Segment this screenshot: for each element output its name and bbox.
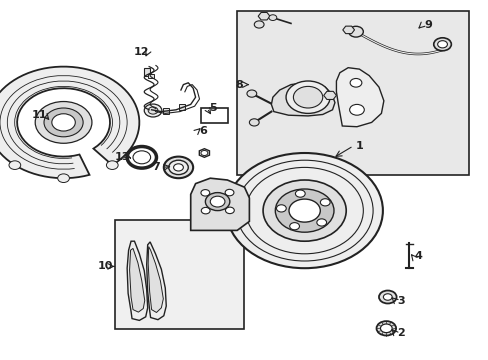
Bar bbox=[237, 11, 468, 175]
Text: 11: 11 bbox=[31, 110, 47, 120]
Polygon shape bbox=[0, 67, 139, 178]
Circle shape bbox=[380, 324, 391, 333]
Text: 13: 13 bbox=[114, 152, 130, 162]
Circle shape bbox=[437, 41, 447, 48]
Bar bbox=[163, 108, 169, 114]
Circle shape bbox=[289, 222, 299, 230]
Circle shape bbox=[106, 161, 118, 170]
Text: 3: 3 bbox=[396, 296, 404, 306]
Circle shape bbox=[201, 207, 210, 214]
Circle shape bbox=[320, 199, 329, 206]
Circle shape bbox=[144, 104, 162, 117]
Circle shape bbox=[201, 150, 207, 156]
Circle shape bbox=[349, 104, 364, 115]
Bar bbox=[201, 108, 228, 123]
Text: 6: 6 bbox=[199, 126, 206, 136]
Text: 2: 2 bbox=[396, 328, 404, 338]
Circle shape bbox=[254, 21, 264, 28]
Polygon shape bbox=[146, 242, 166, 320]
Circle shape bbox=[173, 164, 183, 171]
Circle shape bbox=[433, 38, 450, 51]
Circle shape bbox=[285, 81, 329, 113]
Circle shape bbox=[276, 205, 285, 212]
Text: 12: 12 bbox=[134, 47, 149, 57]
Polygon shape bbox=[199, 149, 209, 157]
Circle shape bbox=[9, 161, 20, 170]
Bar bbox=[179, 104, 184, 110]
Polygon shape bbox=[148, 247, 163, 312]
Circle shape bbox=[205, 193, 229, 211]
Circle shape bbox=[295, 190, 305, 197]
Polygon shape bbox=[258, 13, 269, 20]
Circle shape bbox=[225, 207, 234, 213]
Text: 8: 8 bbox=[235, 80, 243, 90]
Text: 9: 9 bbox=[423, 20, 431, 30]
Polygon shape bbox=[342, 26, 354, 33]
Circle shape bbox=[275, 189, 333, 232]
Circle shape bbox=[168, 160, 188, 175]
Circle shape bbox=[249, 119, 259, 126]
Circle shape bbox=[349, 78, 361, 87]
Bar bbox=[144, 68, 150, 76]
Circle shape bbox=[224, 189, 233, 196]
Circle shape bbox=[263, 180, 346, 241]
Text: 7: 7 bbox=[152, 162, 160, 172]
Circle shape bbox=[201, 190, 209, 196]
Circle shape bbox=[44, 108, 83, 137]
Polygon shape bbox=[127, 241, 147, 320]
Circle shape bbox=[226, 153, 382, 268]
Text: 1: 1 bbox=[355, 141, 363, 151]
Circle shape bbox=[268, 15, 276, 21]
Circle shape bbox=[35, 102, 92, 143]
Circle shape bbox=[288, 199, 320, 222]
Polygon shape bbox=[336, 68, 383, 127]
Polygon shape bbox=[190, 178, 249, 230]
Circle shape bbox=[376, 321, 395, 336]
Circle shape bbox=[52, 114, 75, 131]
Polygon shape bbox=[271, 83, 334, 116]
Bar bbox=[147, 74, 153, 78]
Circle shape bbox=[348, 26, 363, 37]
Bar bbox=[115, 220, 244, 329]
Text: 4: 4 bbox=[413, 251, 421, 261]
Circle shape bbox=[293, 86, 322, 108]
Text: 10: 10 bbox=[97, 261, 113, 271]
Circle shape bbox=[316, 219, 326, 226]
Circle shape bbox=[58, 174, 69, 183]
Polygon shape bbox=[323, 91, 336, 99]
Circle shape bbox=[246, 90, 256, 97]
Text: 5: 5 bbox=[208, 103, 216, 113]
Circle shape bbox=[210, 196, 224, 207]
Circle shape bbox=[378, 291, 396, 303]
Circle shape bbox=[163, 157, 193, 178]
Circle shape bbox=[383, 294, 391, 300]
Circle shape bbox=[148, 107, 158, 114]
Polygon shape bbox=[129, 248, 144, 312]
